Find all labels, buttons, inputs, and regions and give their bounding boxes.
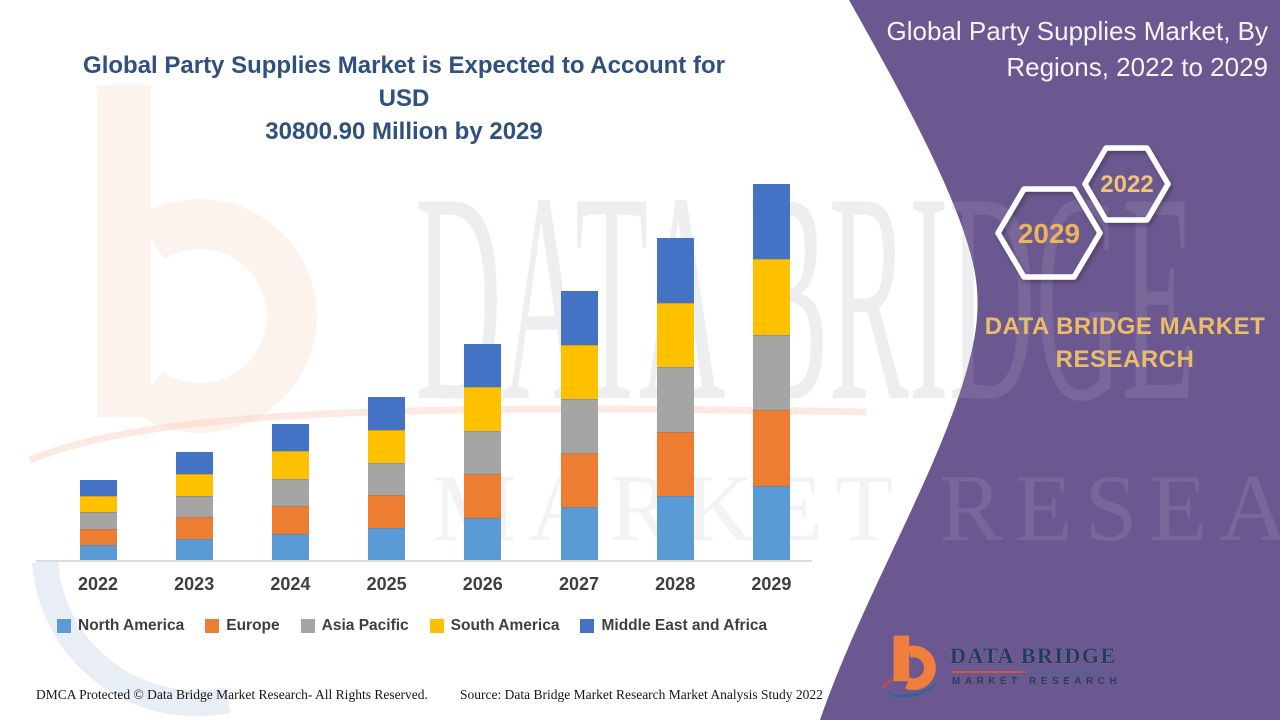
bar-segment-2022-asia-pacific <box>79 512 117 529</box>
x-axis-label-2025: 2025 <box>366 574 407 594</box>
bar-segment-2029-middle-east-and-africa <box>752 184 790 260</box>
bar-segment-2023-middle-east-and-africa <box>175 452 213 474</box>
bar-segment-2026-middle-east-and-africa <box>464 344 502 388</box>
x-axis-label-2028: 2028 <box>655 574 696 594</box>
footer-dmca: DMCA Protected © Data Bridge Market Rese… <box>36 687 428 702</box>
bar-segment-2022-north-america <box>79 544 117 561</box>
chart-title-line2: 30800.90 Million by 2029 <box>265 118 543 145</box>
bar-2029 <box>752 184 790 561</box>
company-logo-name: DATA BRIDGE <box>950 643 1117 668</box>
legend-item-europe: Europe <box>205 617 280 635</box>
bar-segment-2028-middle-east-and-africa <box>656 238 694 303</box>
bar-segment-2023-europe <box>175 517 213 540</box>
bar-segment-2026-europe <box>464 474 502 518</box>
bar-segment-2028-asia-pacific <box>656 367 694 432</box>
legend-label: Asia Pacific <box>321 617 409 634</box>
x-axis-label-2029: 2029 <box>751 574 792 594</box>
bar-segment-2029-north-america <box>752 485 790 561</box>
x-axis-label-2027: 2027 <box>558 574 600 594</box>
bar-2024 <box>271 424 309 561</box>
legend-label: South America <box>450 617 560 634</box>
bar-segment-2023-south-america <box>175 473 213 496</box>
x-axis-label-2024: 2024 <box>270 574 311 594</box>
x-axis-label-2022: 2022 <box>77 574 119 594</box>
legend-label: North America <box>78 617 185 634</box>
bar-segment-2024-middle-east-and-africa <box>271 424 309 452</box>
bar-segment-2023-north-america <box>175 539 213 561</box>
bar-segment-2027-south-america <box>560 345 598 399</box>
bar-segment-2028-europe <box>656 431 694 497</box>
footer-source: Source: Data Bridge Market Research Mark… <box>460 687 823 702</box>
chart-legend: North America Europe Asia Pacific South Ame… <box>57 617 788 635</box>
bar-segment-2026-north-america <box>464 517 502 561</box>
company-logo-tagline: MARKET RESEARCH <box>952 676 1122 687</box>
bar-segment-2025-south-america <box>368 429 406 463</box>
bar-segment-2022-middle-east-and-africa <box>79 480 117 497</box>
legend-item-north-america: North America <box>57 617 184 635</box>
bar-segment-2024-asia-pacific <box>271 478 309 507</box>
bar-segment-2027-middle-east-and-africa <box>560 291 598 345</box>
bar-segment-2027-asia-pacific <box>560 399 598 453</box>
bar-segment-2023-asia-pacific <box>175 495 213 518</box>
legend-swatch-icon <box>300 619 315 633</box>
bar-segment-2028-south-america <box>656 302 694 368</box>
legend-item-middle-east-and-africa: Middle East and Africa <box>580 617 767 635</box>
bar-segment-2029-asia-pacific <box>752 334 790 411</box>
legend-swatch-icon <box>580 619 595 633</box>
bar-segment-2024-europe <box>271 506 309 534</box>
bar-segment-2028-north-america <box>656 496 694 561</box>
legend-swatch-icon <box>429 619 444 633</box>
x-axis-line <box>36 560 812 562</box>
bar-2025 <box>368 397 406 561</box>
legend-swatch-icon <box>205 619 220 633</box>
bar-segment-2025-middle-east-and-africa <box>368 397 406 430</box>
chart-title: Global Party Supplies Market is Expected… <box>58 49 750 148</box>
bar-segment-2027-europe <box>560 453 598 507</box>
bar-segment-2026-asia-pacific <box>464 430 502 475</box>
company-logo-divider <box>952 671 1100 673</box>
bar-segment-2022-europe <box>79 528 117 545</box>
company-logo: DATA BRIDGE MARKET RESEARCH <box>874 630 1134 715</box>
bar-segment-2026-south-america <box>464 387 502 431</box>
bar-segment-2029-europe <box>752 410 790 486</box>
legend-item-south-america: South America <box>429 617 560 635</box>
bar-segment-2027-north-america <box>560 507 598 561</box>
bar-segment-2025-asia-pacific <box>368 462 406 496</box>
chart-title-line1: Global Party Supplies Market is Expected… <box>83 52 725 112</box>
legend-label: Middle East and Africa <box>601 617 768 634</box>
bar-segment-2025-europe <box>368 495 406 529</box>
bar-segment-2024-south-america <box>271 451 309 479</box>
bar-segment-2022-south-america <box>79 496 117 513</box>
legend-label: Europe <box>226 617 280 634</box>
bar-2026 <box>464 344 502 561</box>
bar-2022 <box>79 480 117 561</box>
bar-segment-2025-north-america <box>368 528 406 561</box>
bar-segment-2029-south-america <box>752 259 790 335</box>
legend-item-asia-pacific: Asia Pacific <box>300 617 409 635</box>
bar-segment-2024-north-america <box>271 533 309 561</box>
x-axis-label-2023: 2023 <box>174 574 215 594</box>
company-logo-icon <box>881 635 938 698</box>
x-axis-label-2026: 2026 <box>462 574 503 594</box>
bar-2023 <box>175 452 213 561</box>
bar-2028 <box>656 238 694 561</box>
legend-swatch-icon <box>57 619 71 633</box>
bar-2027 <box>560 291 598 561</box>
